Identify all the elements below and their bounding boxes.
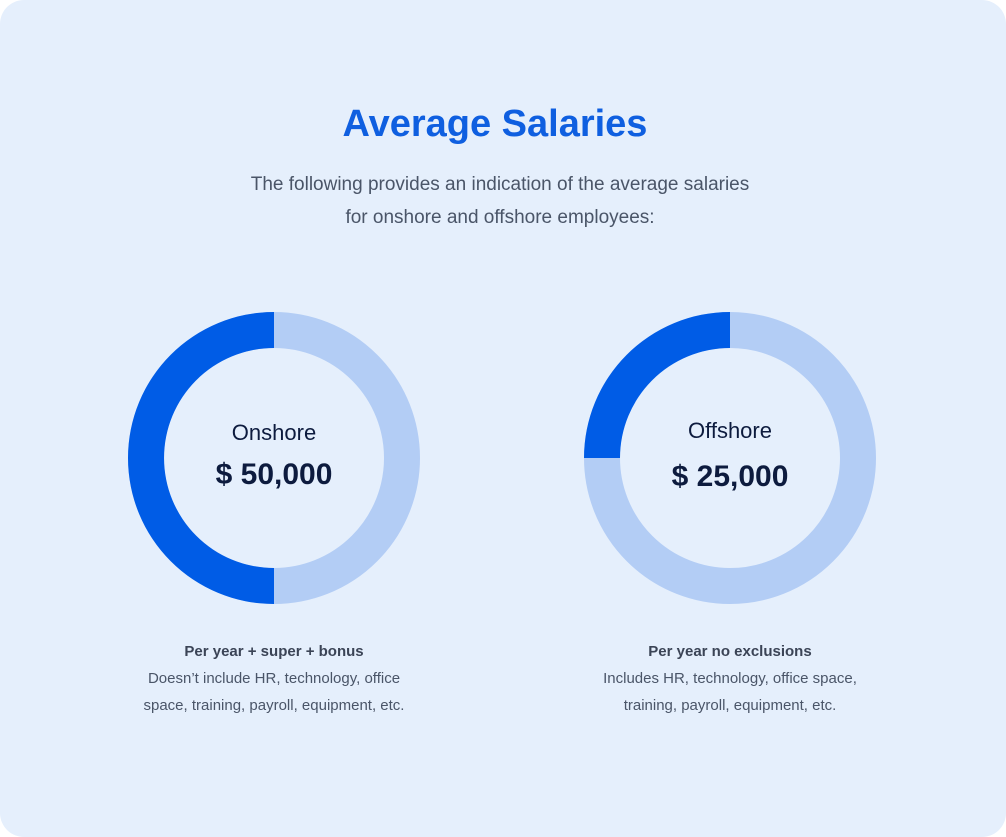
offshore-description-heading: Per year no exclusions bbox=[648, 643, 812, 660]
onshore-label: Onshore bbox=[231, 420, 317, 445]
onshore-description: Per year + super + bonus Doesn’t include… bbox=[94, 638, 454, 719]
onshore-ring-filled-segment bbox=[128, 312, 274, 604]
page-title: Average Salaries bbox=[342, 103, 648, 145]
onshore-description-line-2: space, training, payroll, equipment, etc… bbox=[143, 697, 405, 714]
offshore-description: Per year no exclusions Includes HR, tech… bbox=[550, 638, 910, 719]
onshore-donut-chart bbox=[128, 312, 420, 604]
offshore-ring-filled-segment bbox=[584, 312, 730, 458]
page-subtitle: The following provides an indication of … bbox=[200, 168, 800, 234]
subtitle-line-2: for onshore and offshore employees: bbox=[345, 207, 655, 228]
offshore-description-line-2: training, payroll, equipment, etc. bbox=[623, 697, 837, 714]
offshore-donut-chart bbox=[584, 312, 876, 604]
onshore-amount: $ 50,000 bbox=[215, 458, 333, 491]
offshore-description-line-1: Includes HR, technology, office space, bbox=[603, 670, 857, 687]
offshore-amount: $ 25,000 bbox=[671, 460, 789, 493]
offshore-label: Offshore bbox=[688, 418, 772, 443]
subtitle-line-1: The following provides an indication of … bbox=[250, 174, 750, 195]
onshore-description-line-1: Doesn’t include HR, technology, office bbox=[147, 670, 401, 687]
onshore-description-heading: Per year + super + bonus bbox=[184, 643, 364, 660]
